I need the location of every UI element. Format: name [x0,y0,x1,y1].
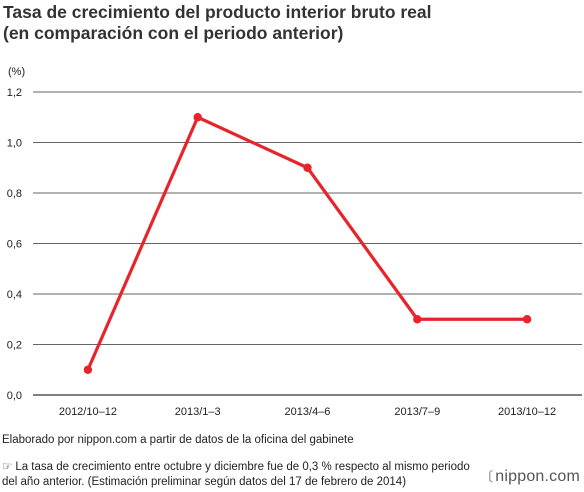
data-point [83,365,93,374]
logo-mark-icon: 〔 [480,469,494,484]
data-point [413,315,422,324]
y-tick-label: 1,2 [7,87,22,99]
chart-title-line-1: Tasa de crecimiento del producto interio… [3,2,432,22]
data-series [83,113,532,374]
y-tick-labels: 0,0 0,2 0,4 0,6 0,8 1,0 1,2 [7,87,22,402]
y-tick-label: 0,8 [7,188,22,200]
y-tick-label: 0,2 [7,340,22,352]
data-point [193,113,202,122]
line-chart: (%) 0,0 0,2 0,4 0,6 0,8 1,0 1,2 2012/10–12 2013… [7,66,582,418]
chart-title: Tasa de crecimiento del producto interio… [3,2,573,44]
y-tick-label: 0,4 [7,289,22,301]
y-tick-label: 0,6 [7,239,22,251]
pointing-hand-icon: ☞ [2,461,13,473]
logo-text: nippon.com [495,468,580,485]
data-point [303,163,312,172]
chart-title-line-2: (en comparación con el periodo anterior) [3,23,344,43]
y-tick-label: 0,0 [7,390,22,402]
source-note: Elaborado por nippon.com a partir de dat… [2,434,354,446]
footnote-text: La tasa de crecimiento entre octubre y d… [2,461,470,488]
x-tick-label: 2013/10–12 [498,406,556,418]
data-point [522,315,532,324]
x-tick-label: 2013/7–9 [394,406,440,418]
x-tick-label: 2012/10–12 [59,406,117,418]
x-tick-label: 2013/1–3 [175,406,221,418]
grid-lines [33,91,582,396]
footnote: ☞ La tasa de crecimiento entre octubre y … [2,460,472,490]
x-tick-label: 2013/4–6 [285,406,331,418]
y-tick-label: 1,0 [7,138,22,150]
y-axis-unit-label: (%) [8,66,25,78]
x-tick-labels: 2012/10–12 2013/1–3 2013/4–6 2013/7–9 2013/1… [59,406,556,418]
nippon-logo: 〔 nippon.com [480,466,580,486]
